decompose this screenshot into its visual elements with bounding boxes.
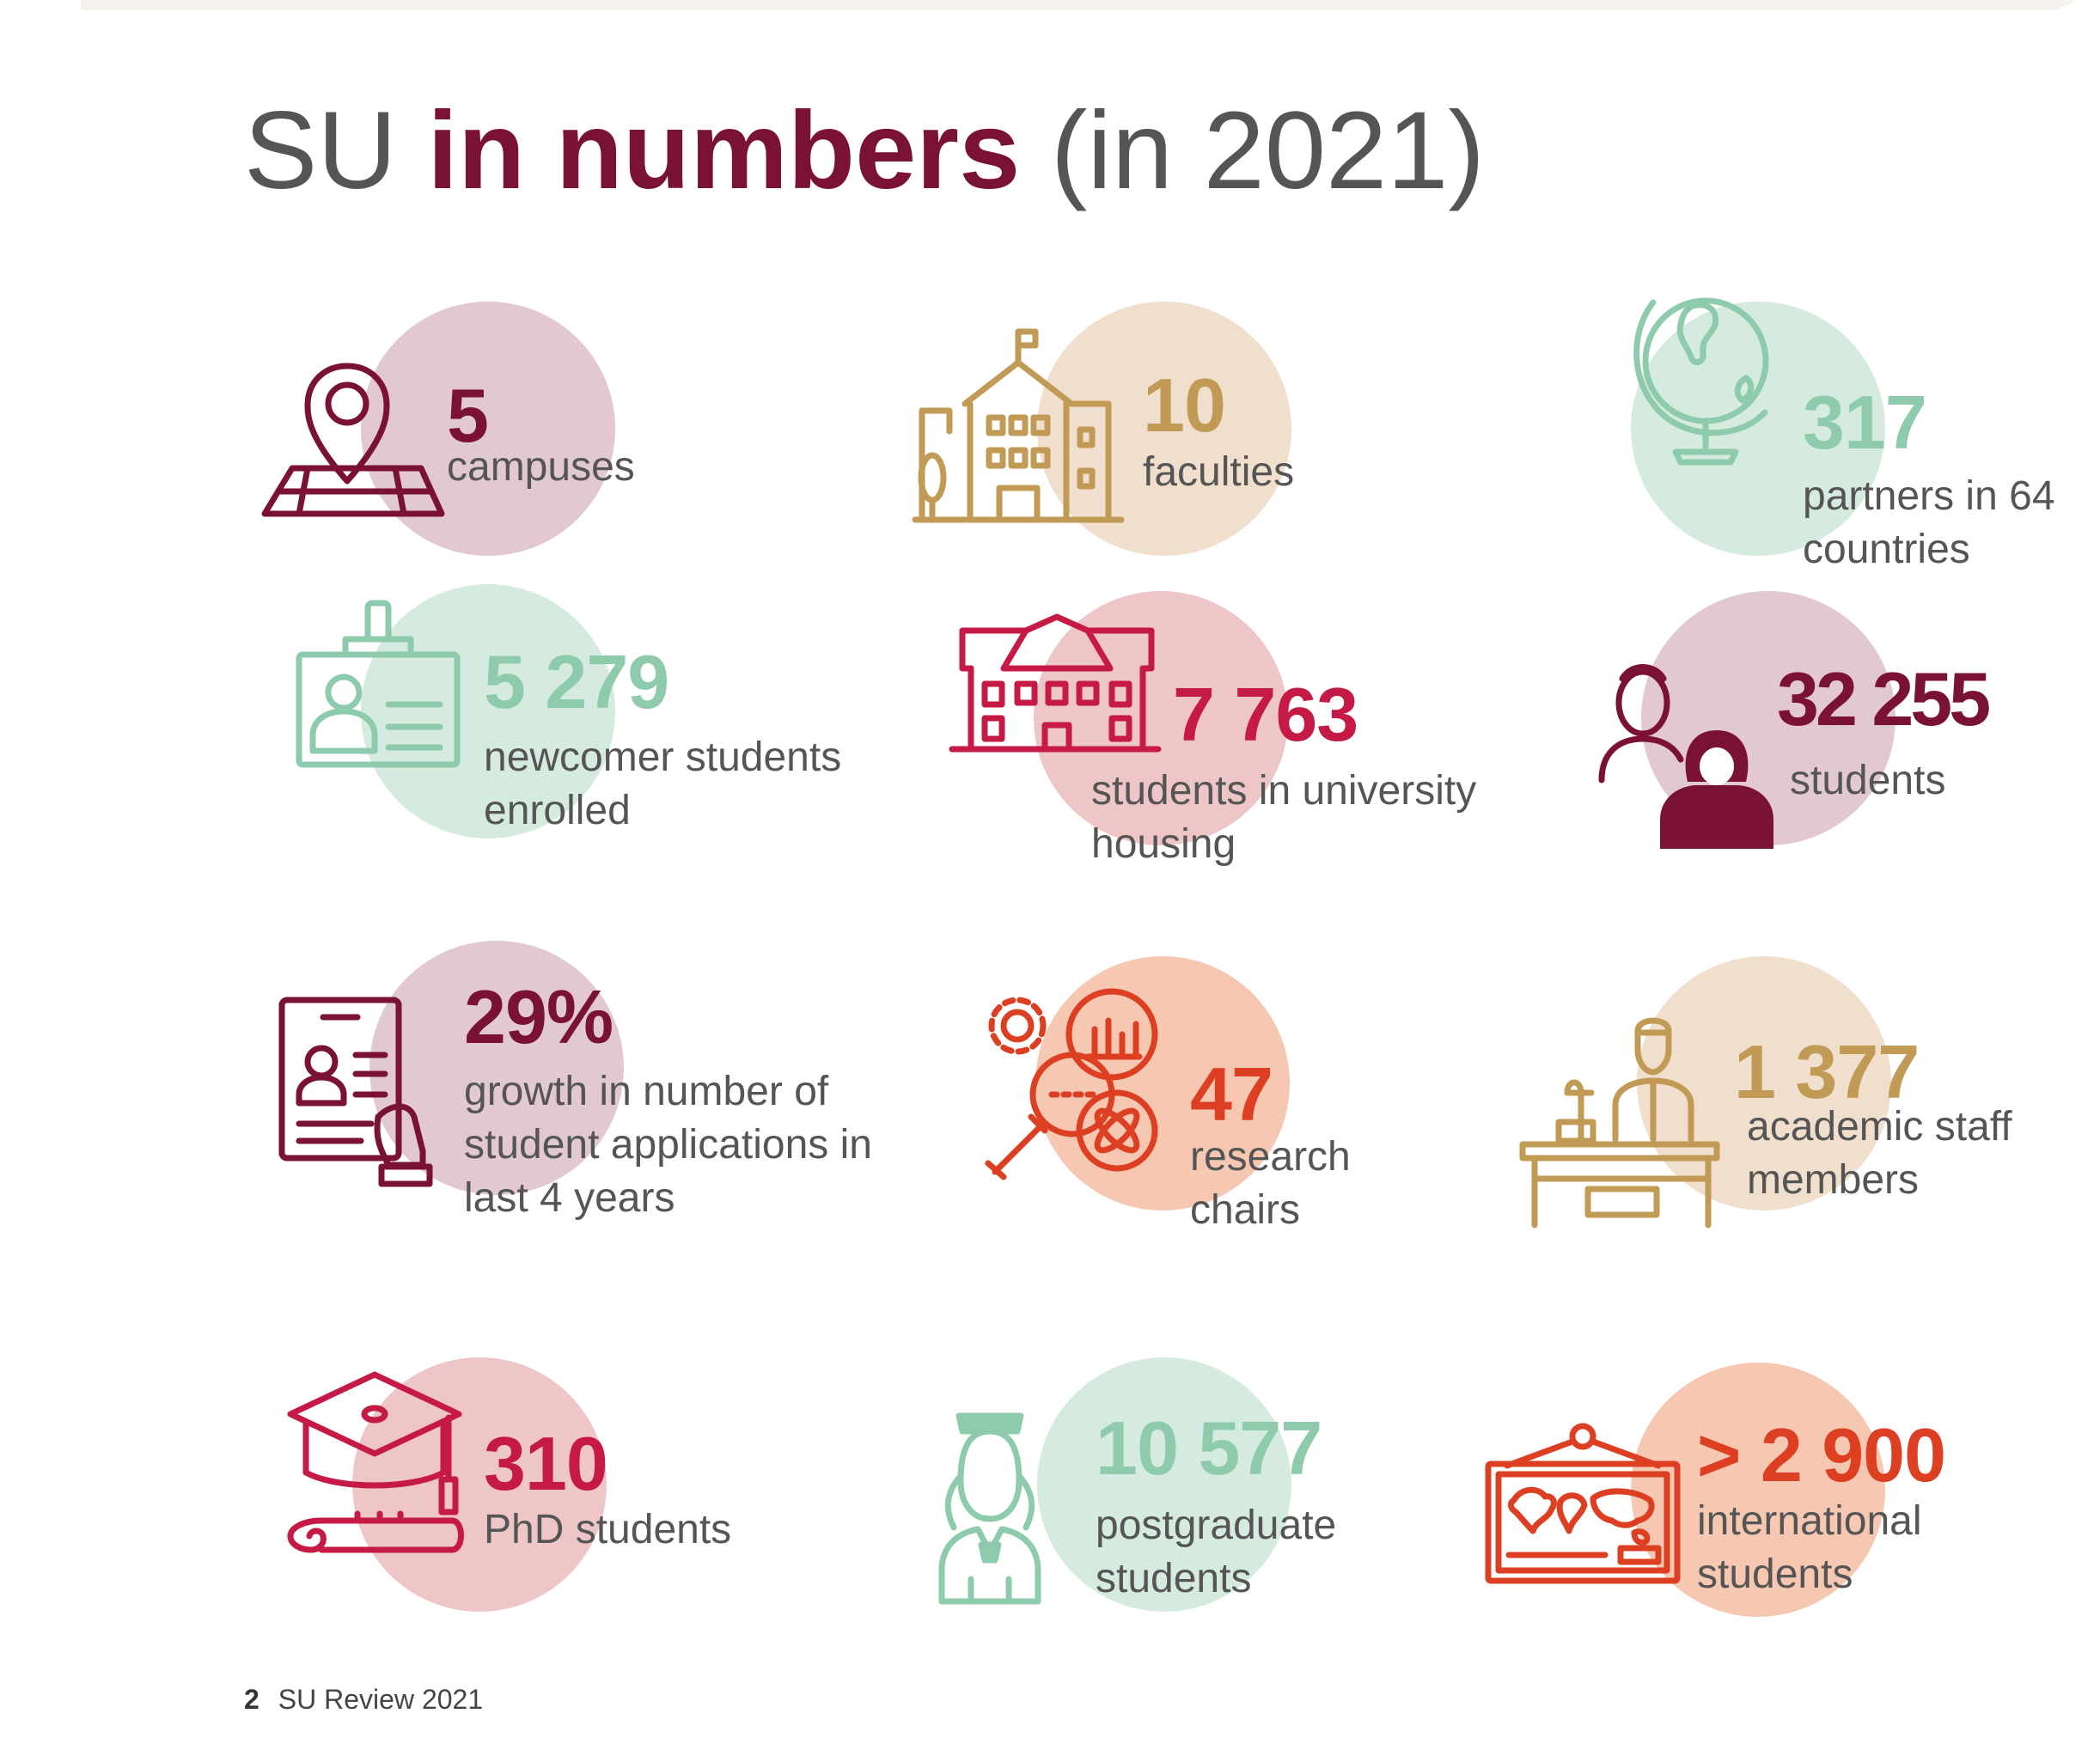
stat-label: campuses — [447, 444, 635, 490]
stat-label: faculties — [1143, 449, 1295, 495]
title-emphasis: in numbers — [427, 89, 1021, 212]
residence-house-icon — [949, 613, 1162, 753]
title-prefix: SU — [244, 89, 397, 212]
id-badge-icon — [296, 600, 461, 768]
stat-label: growth in number of student applications… — [464, 1069, 872, 1221]
stat-value: 5 — [447, 373, 489, 458]
stat-value: 10 — [1143, 363, 1226, 448]
lecturer-desk-icon — [1519, 1017, 1720, 1229]
stat-blob — [369, 941, 624, 1195]
page-footer: 2 SU Review 2021 — [244, 1684, 483, 1716]
stat-value: 29% — [464, 974, 614, 1059]
university-building-icon — [912, 328, 1125, 523]
stat-value: 310 — [484, 1421, 608, 1506]
research-magnifier-icon — [985, 988, 1158, 1180]
map-pin-icon — [261, 363, 445, 517]
stat-blob — [361, 584, 615, 838]
stat-value: 32 255 — [1777, 656, 1991, 741]
publication-name: SU Review 2021 — [278, 1684, 484, 1715]
top-decorative-band — [81, 0, 2091, 10]
world-map-board-icon — [1485, 1423, 1681, 1584]
stat-value: 10 577 — [1096, 1405, 1322, 1491]
stat-label: international students — [1697, 1498, 1922, 1597]
stat-label: students — [1790, 758, 1946, 803]
stat-label: partners in 64 countries — [1803, 473, 2055, 572]
stat-label: PhD students — [484, 1507, 732, 1552]
stat-blob — [1034, 591, 1288, 845]
stat-blob — [1035, 956, 1290, 1210]
students-people-icon — [1598, 664, 1773, 849]
stat-label: students in university housing — [1091, 768, 1477, 867]
graduation-cap-icon — [287, 1371, 464, 1553]
stat-label: postgraduate students — [1096, 1503, 1337, 1601]
stat-label: academic staff members — [1747, 1104, 2012, 1203]
stat-value: 317 — [1803, 380, 1927, 465]
stat-value: > 2 900 — [1697, 1412, 1946, 1497]
stat-blob — [1037, 1357, 1291, 1612]
stat-blob — [1631, 302, 1885, 556]
stat-blob — [1631, 1363, 1885, 1617]
stat-label: newcomer students enrolled — [484, 735, 842, 833]
stat-label: research chairs — [1190, 1134, 1351, 1233]
graduate-person-icon — [938, 1412, 1041, 1605]
stat-value: 47 — [1190, 1052, 1273, 1137]
page-number: 2 — [244, 1684, 259, 1715]
stat-value: 1 377 — [1734, 1029, 1920, 1114]
page-title: SU in numbers (in 2021) — [244, 96, 1485, 206]
title-suffix: (in 2021) — [1050, 89, 1485, 212]
stat-value: 7 763 — [1173, 672, 1358, 757]
globe-icon — [1633, 297, 1769, 466]
stat-value: 5 279 — [484, 639, 669, 724]
tablet-profile-icon — [278, 997, 433, 1187]
